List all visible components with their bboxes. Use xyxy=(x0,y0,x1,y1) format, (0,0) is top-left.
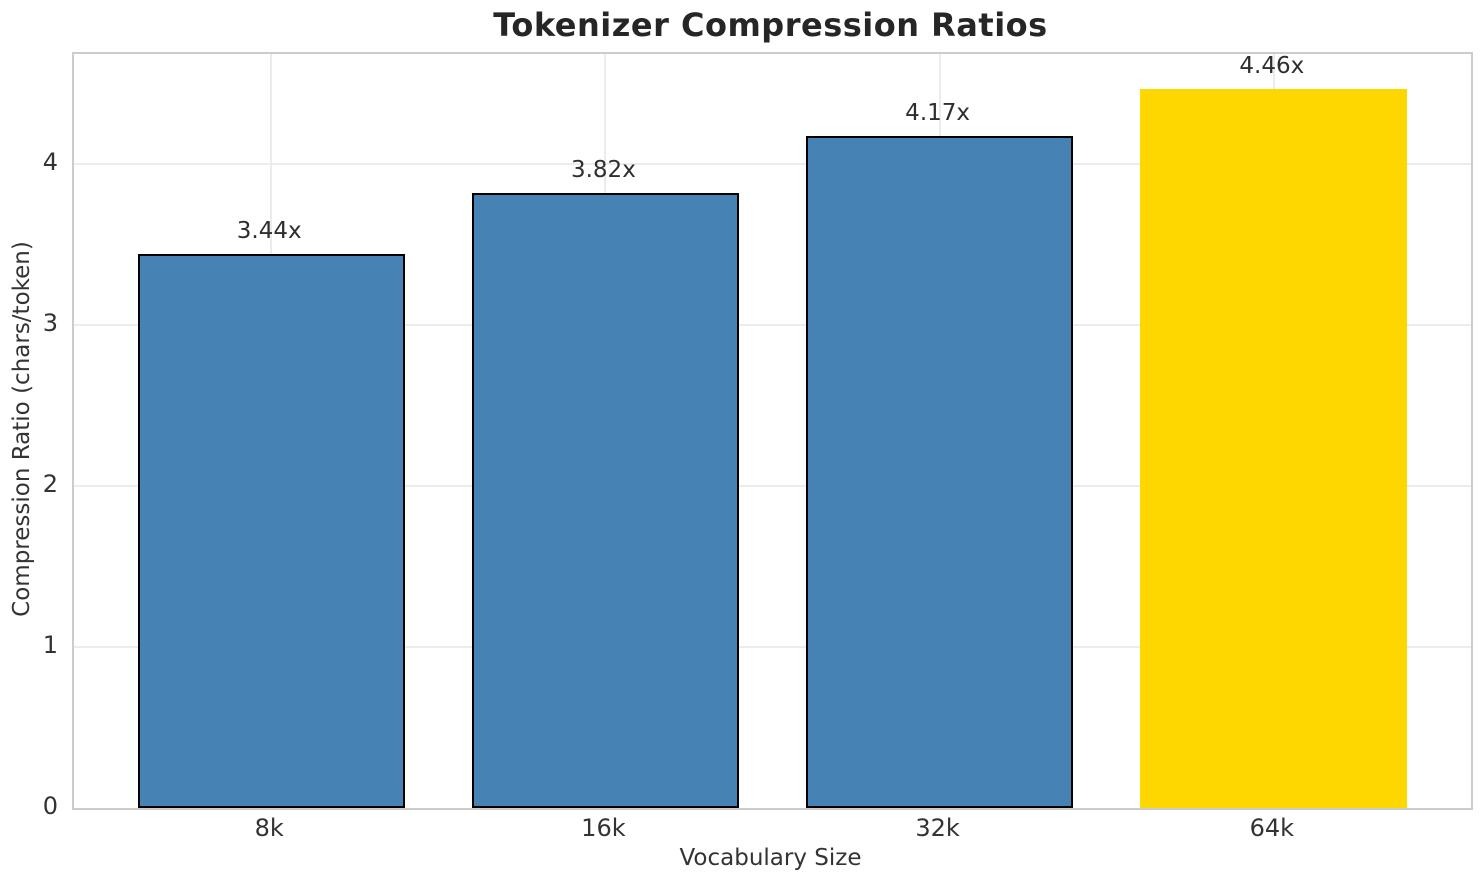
gridline-horizontal xyxy=(74,484,1471,487)
bar-16k xyxy=(471,192,740,808)
bar-value-label: 4.46x xyxy=(1239,53,1305,80)
bar-value-label: 3.82x xyxy=(570,156,636,183)
plot-area xyxy=(72,52,1473,810)
gridline-horizontal xyxy=(74,162,1471,165)
bar-8k xyxy=(137,253,405,808)
y-tick-label: 3 xyxy=(42,308,58,337)
bar-32k xyxy=(805,136,1074,808)
x-axis-label: Vocabulary Size xyxy=(679,845,862,871)
y-tick-label: 4 xyxy=(42,147,58,176)
y-tick-label: 0 xyxy=(42,792,58,820)
gridline-horizontal xyxy=(74,323,1471,326)
y-tick-label: 2 xyxy=(42,469,58,498)
x-tick-label: 32k xyxy=(915,814,960,842)
y-axis-label: Compression Ratio (chars/token) xyxy=(9,241,35,617)
gridline-horizontal xyxy=(74,645,1471,648)
chart-title: Tokenizer Compression Ratios xyxy=(493,6,1048,44)
x-tick-label: 16k xyxy=(581,814,626,842)
bar-64k xyxy=(1140,89,1408,808)
x-tick-label: 8k xyxy=(254,814,284,842)
bar-value-label: 3.44x xyxy=(236,217,302,244)
x-tick-label: 64k xyxy=(1249,814,1295,842)
y-tick-label: 1 xyxy=(42,630,58,659)
bar-value-label: 4.17x xyxy=(905,100,971,127)
